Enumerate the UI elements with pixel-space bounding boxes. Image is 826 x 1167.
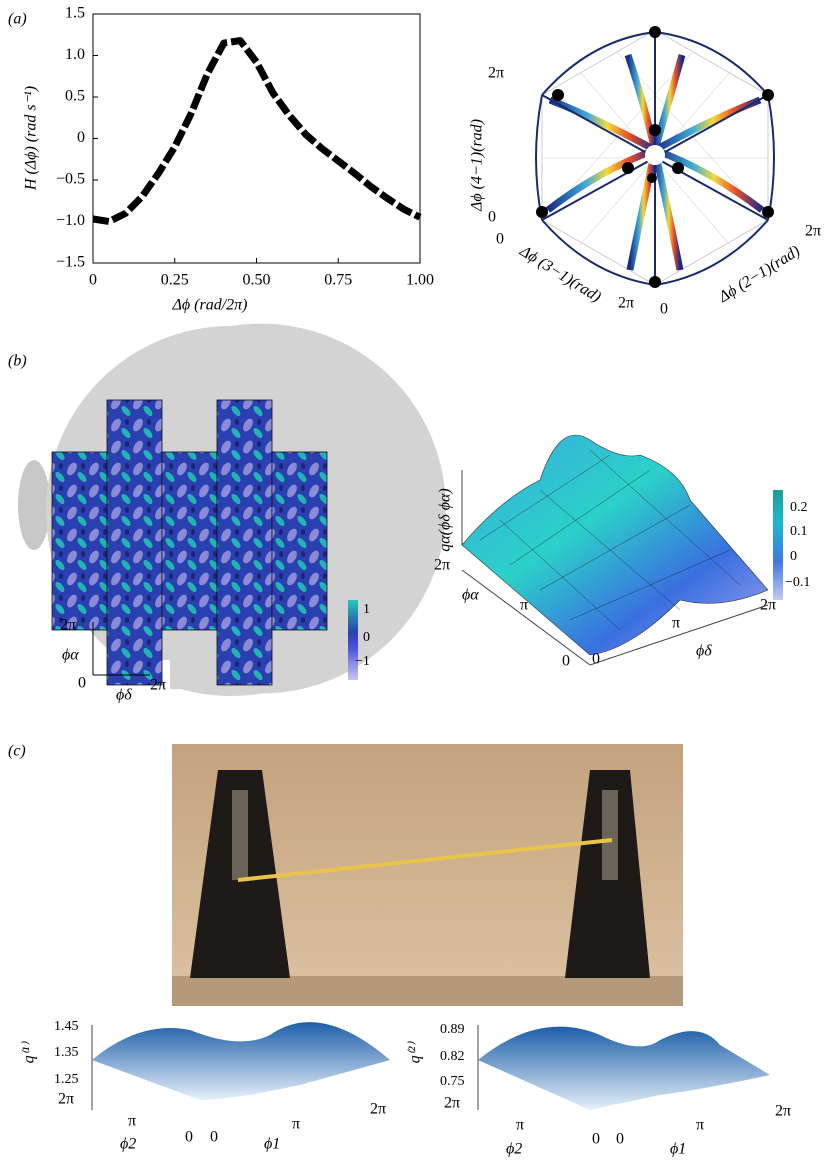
colorbar [348, 600, 358, 680]
plot-frame [92, 13, 421, 264]
surface-b: 0.2 0.1 0 −0.1 qα(ϕδ ϕα) 2π ϕα π 0 0 π ϕ… [434, 434, 810, 670]
tick-label: 0.75 [440, 1074, 465, 1089]
tick-label: 2π [58, 1091, 74, 1108]
tick-label: 0.82 [440, 1049, 465, 1064]
tick-label: 0 [496, 231, 504, 248]
y-axis-label: H (Δϕ) (rad s⁻¹) [23, 86, 40, 191]
tick-label: π [128, 1113, 136, 1130]
axis-label: ϕ2 [506, 1141, 522, 1158]
tick-label: 0 [210, 1129, 218, 1146]
x-tick-label: 0.25 [161, 272, 189, 289]
tick-label: 1.45 [54, 1019, 79, 1034]
surface-c1: 1.45 1.35 1.25 q⁽¹⁾ 2π π ϕ2 0 0 π ϕ1 2π [21, 1019, 390, 1153]
axis-label: Δϕ (3−1)(rad) [516, 242, 604, 306]
y-tick-label: 1.0 [65, 46, 85, 63]
ear [18, 460, 50, 550]
colorbar-tick: −0.1 [785, 575, 810, 590]
tick-label: 0 [616, 1131, 624, 1148]
axis-label: ϕ1 [264, 1136, 280, 1153]
y-tick-label: −1.0 [56, 212, 85, 229]
photo [172, 744, 683, 1006]
fixed-points [536, 26, 774, 288]
tick-label: 2π [805, 223, 821, 240]
string [237, 838, 613, 882]
colorbar [773, 490, 783, 600]
axis-label: Δϕ (4−1)(rad) [469, 119, 486, 212]
y-tick-label: −0.5 [56, 171, 85, 188]
tick-label: π [516, 1117, 524, 1134]
mesh [479, 449, 741, 631]
panel-label: (b) [8, 353, 27, 370]
colorbar-tick: 0.1 [790, 524, 808, 539]
scale [602, 790, 618, 880]
y-tick-label: 1.5 [65, 5, 85, 22]
surface [92, 1022, 390, 1100]
tick-label: 2π [760, 597, 776, 614]
y-tick-label: 0.5 [65, 88, 85, 105]
head-map: 1 0 −1 2π ϕα 0 ϕδ 2π [18, 323, 446, 704]
tick-label: π [520, 597, 528, 614]
colorbar-tick: 0.2 [790, 500, 808, 515]
tick-label: 2π [434, 557, 450, 574]
tick-label: 1.35 [54, 1045, 79, 1060]
colorbar-tick: 1 [363, 602, 370, 617]
axis-label: ϕ2 [120, 1136, 136, 1153]
tick-label: 0.89 [440, 1022, 465, 1037]
tick-label: π [696, 1117, 704, 1134]
scale [232, 790, 248, 880]
tick-label: π [672, 615, 680, 632]
x-tick-label: 0.75 [324, 272, 352, 289]
tick-label: 0 [185, 1129, 193, 1146]
tick-label: 2π [370, 1101, 386, 1118]
y-tick-label: 0 [77, 129, 85, 146]
surface [461, 434, 769, 656]
y-tick-label: −1.5 [56, 254, 85, 271]
x-tick-label: 0.50 [243, 272, 271, 289]
center [645, 145, 665, 165]
x-tick-label: 1.00 [406, 272, 434, 289]
tick-label: 0 [592, 1131, 600, 1148]
x-tick-label: 0 [89, 272, 97, 289]
axis-label: q⁽¹⁾ [21, 1041, 38, 1064]
surface-c2: 0.89 0.82 0.75 q⁽²⁾ 2π π ϕ2 0 0 π ϕ1 2π [407, 1022, 791, 1157]
data-line [92, 37, 422, 225]
colorbar-tick: −1 [355, 654, 370, 669]
line-chart: Δϕ (rad/2π) H (Δϕ) (rad s⁻¹) −1.5 −1.0 −0.… [23, 5, 434, 314]
tick-label: 2π [60, 617, 76, 634]
tiles [51, 399, 328, 686]
tick-label: 0 [562, 653, 570, 670]
tick-label: 2π [488, 65, 504, 82]
tick-label: 2π [444, 1095, 460, 1112]
tick-label: 0 [488, 209, 496, 226]
axis-label: ϕδ [696, 643, 712, 660]
tick-label: 0 [660, 301, 668, 318]
shelf [172, 976, 683, 1006]
tick-label: 2π [618, 295, 634, 312]
axis [461, 569, 591, 666]
axis-label: ϕ1 [670, 1141, 686, 1158]
tick-label: 0 [592, 651, 600, 668]
x-axis-label: Δϕ (rad/2π) [171, 297, 247, 314]
tick-label: 2π [150, 677, 166, 694]
surface [478, 1026, 770, 1110]
axis-label: qα(ϕδ ϕα) [437, 488, 454, 551]
axis-label: ϕα [62, 647, 79, 664]
panel-label: (a) [8, 11, 27, 28]
axis-label: ϕδ [116, 687, 132, 704]
tick-label: π [292, 1116, 300, 1133]
tick-label: 0 [78, 675, 86, 692]
tick-label: 1.25 [54, 1072, 79, 1087]
tick-label: 2π [775, 1103, 791, 1120]
axis-label: ϕα [462, 587, 479, 604]
axis-label: q⁽²⁾ [407, 1041, 424, 1064]
axis-label: Δϕ (2−1)(rad) [715, 243, 803, 307]
axis [589, 604, 769, 666]
colorbar-tick: 0 [363, 630, 370, 645]
phase-plot: 2π 0 0 2π 2π 0 Δϕ (4−1)(rad) Δϕ (3−1)(ra… [469, 26, 821, 318]
panel-label: (c) [8, 743, 26, 760]
colorbar-tick: 0 [790, 549, 797, 564]
